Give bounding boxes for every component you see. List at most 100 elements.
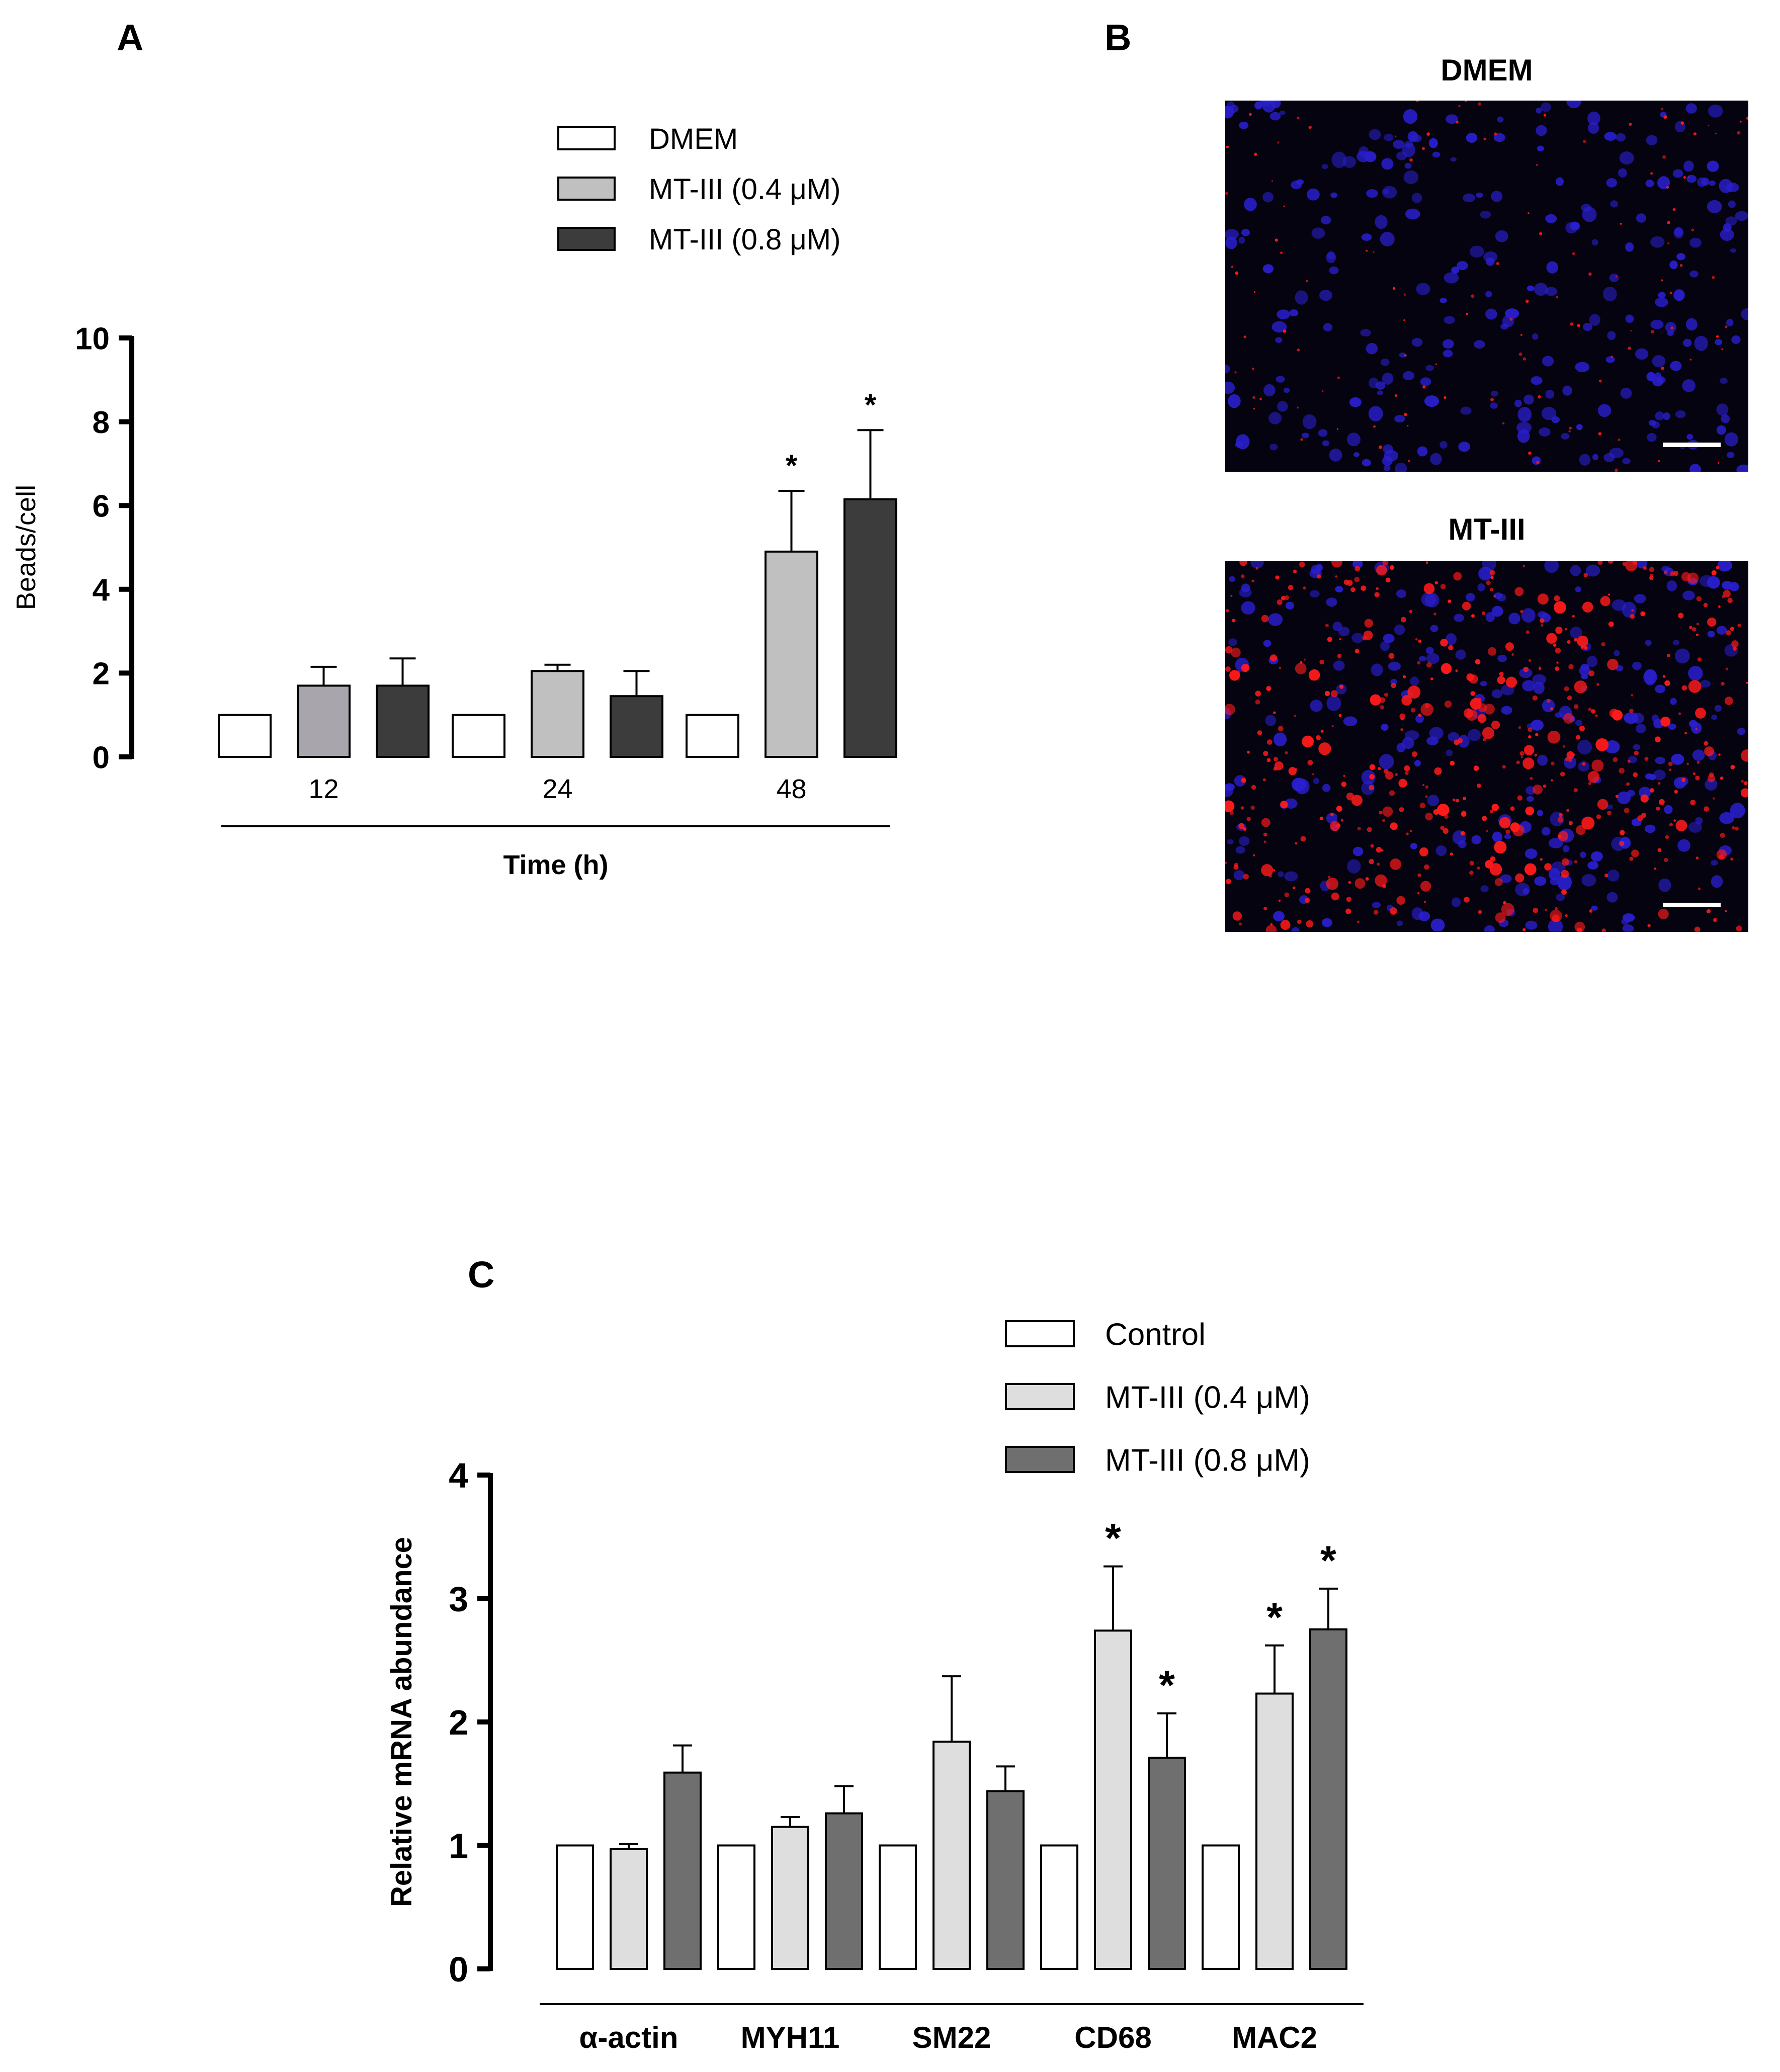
nucleus-dot [1551,861,1566,875]
bead-dot [1588,782,1592,786]
nucleus-dot [1676,253,1685,261]
nucleus-dot [1446,633,1457,646]
nucleus-dot [1383,465,1391,471]
nucleus-dot [1633,744,1641,750]
nucleus-dot [1480,681,1487,686]
bead-dot [1319,816,1324,821]
nucleus-dot [1707,631,1715,638]
bead-dot [1406,832,1409,835]
bead-dot [1554,595,1560,601]
bead-dot [1511,653,1514,656]
nucleus-dot [1452,897,1461,907]
nucleus-dot [1645,824,1656,833]
bead-dot [1667,654,1670,657]
nucleus-dot [1717,561,1732,572]
bead-dot [1409,610,1413,613]
legend-swatch [1005,1383,1075,1410]
nucleus-dot [1575,362,1590,373]
nucleus-dot [1411,337,1423,347]
nucleus-dot [1326,812,1338,824]
bead-dot [1403,319,1405,321]
y-axis-label: Beads/cell [11,485,41,610]
nucleus-dot [1306,188,1320,201]
bead-dot [1545,909,1547,911]
bead-dot [1691,627,1697,632]
bead-dot [1695,775,1700,781]
bead-dot [1399,807,1404,812]
bead-dot [1539,232,1543,235]
bead-dot [1440,825,1445,830]
nucleus-dot [1309,590,1320,597]
bar [843,498,897,758]
nucleus-dot [1581,874,1596,887]
bead-dot [1488,647,1497,656]
bead-dot [1345,908,1351,914]
significance-star: * [1320,1538,1336,1584]
bead-dot [1718,605,1721,608]
legend-label: DMEM [649,123,738,155]
nucleus-dot [1522,888,1530,895]
nucleus-dot [1444,272,1459,284]
bead-dot [1538,395,1541,399]
bead-dot [1576,825,1586,835]
legend-label: MT-III (0.8 μM) [649,223,840,256]
nucleus-dot [1343,716,1358,727]
bar [933,1741,971,1970]
bead-dot [1348,881,1351,884]
bead-dot [1336,806,1342,812]
nucleus-dot [1585,564,1600,577]
nucleus-dot [1322,784,1331,792]
bead-dot [1265,925,1277,932]
bead-dot [1633,772,1638,778]
nucleus-dot [1432,151,1440,158]
bead-dot [1491,720,1500,730]
nucleus-dot [1579,454,1591,466]
bead-dot [1448,599,1452,603]
nucleus-dot [1537,810,1543,816]
bead-dot [1403,293,1406,296]
nucleus-dot [1491,689,1503,699]
nucleus-dot [1405,208,1420,220]
nucleus-dot [1439,441,1448,449]
nucleus-dot [1609,274,1619,282]
nucleus-dot [1504,834,1511,839]
bead-dot [1598,432,1602,436]
bead-dot [1561,870,1569,879]
nucleus-dot [1701,178,1710,186]
bead-dot [1482,727,1495,739]
bead-dot [1543,114,1547,117]
bead-dot [1361,585,1367,591]
bead-dot [1736,925,1742,932]
bead-dot [1601,642,1605,647]
bead-dot [1337,654,1342,658]
bead-dot [1273,766,1278,771]
nucleus-dot [1477,583,1485,591]
nucleus-dot [1545,287,1558,296]
bead-dot [1389,790,1395,796]
bead-dot [1695,708,1706,719]
bead-dot [1394,394,1397,397]
bead-dot [1629,856,1634,861]
nucleus-dot [1534,876,1547,886]
nucleus-dot [1466,133,1478,143]
bead-dot [1525,630,1530,634]
nucleus-dot [1491,606,1503,617]
bead-dot [1277,141,1280,144]
bead-dot [1240,806,1244,810]
nucleus-dot [1607,870,1620,882]
bead-dot [1390,822,1398,830]
nucleus-dot [1368,406,1383,421]
bead-dot [1239,561,1247,566]
nucleus-dot [1291,927,1300,932]
nucleus-dot [1239,121,1249,129]
nucleus-dot [1658,292,1666,299]
scale-bar [1663,443,1721,447]
bead-dot [1640,794,1649,803]
nucleus-dot [1322,440,1330,447]
bead-dot [1226,145,1229,148]
bead-dot [1322,390,1324,392]
bead-dot [1536,461,1539,464]
bead-dot [1478,102,1481,106]
bead-dot [1490,576,1494,579]
bead-dot [1643,566,1647,570]
